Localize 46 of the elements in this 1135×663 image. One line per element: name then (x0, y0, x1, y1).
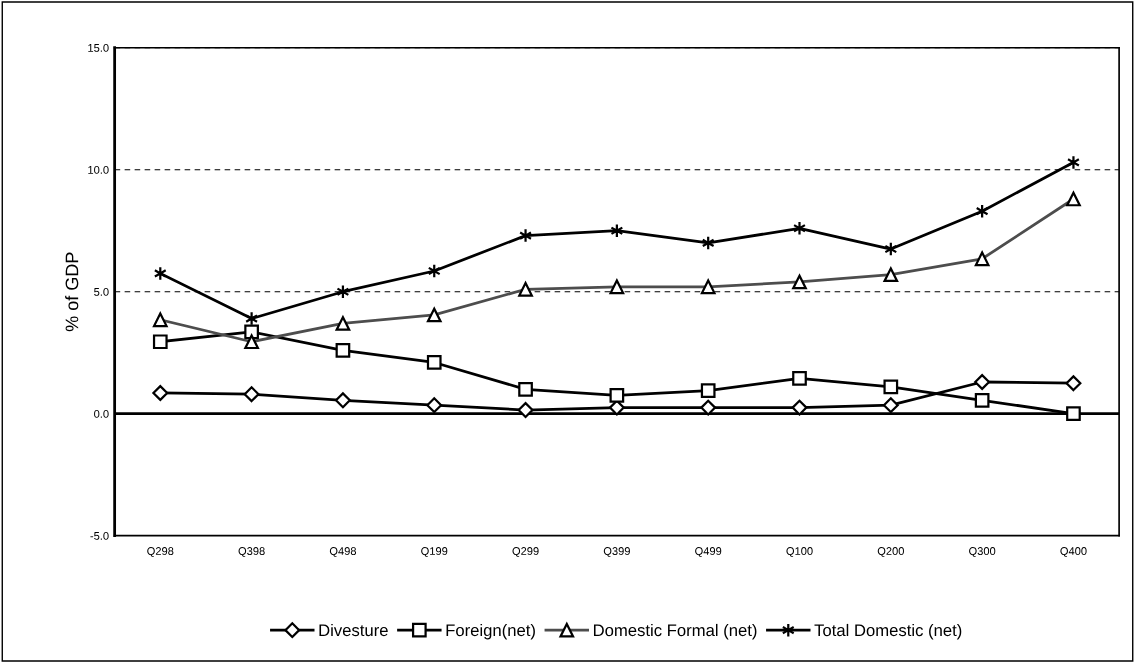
x-tick-label: Q200 (877, 547, 904, 557)
point (792, 370, 807, 386)
point (700, 399, 717, 416)
point (152, 334, 168, 350)
x-tick-label: Q498 (329, 547, 357, 557)
point (882, 397, 899, 414)
x-tick-label: Q400 (1060, 547, 1087, 557)
point (517, 402, 534, 419)
x-tick-label: Q299 (512, 547, 539, 557)
point (974, 374, 991, 390)
x-tick-label: Q100 (786, 547, 813, 557)
legend-label: Foreign(net) (446, 623, 535, 640)
legend-label: Divesture (319, 623, 388, 637)
y-tick-label: -5.0 (90, 531, 109, 540)
x-tick-label: Q298 (147, 547, 174, 557)
point (245, 311, 259, 326)
point (883, 379, 899, 395)
y-axis-title: % of GDP (65, 252, 79, 332)
legend-label: Total Domestic (net) (814, 623, 962, 640)
point (1066, 406, 1081, 422)
x-tick-label: Q398 (238, 547, 265, 557)
point (792, 220, 807, 236)
point (1065, 375, 1082, 392)
point (152, 384, 169, 401)
point (335, 342, 351, 358)
point (519, 228, 533, 243)
y-tick-label: 15.0 (88, 44, 109, 52)
x-tick-label: Q199 (421, 547, 448, 557)
x-tick-label: Q499 (695, 547, 722, 557)
y-tick-label: 10.0 (88, 166, 109, 174)
point (334, 392, 351, 409)
point (426, 355, 442, 370)
point (609, 388, 625, 403)
point (700, 383, 716, 398)
point (243, 386, 260, 403)
x-tick-label: Q300 (969, 547, 996, 557)
point (791, 399, 808, 416)
x-tick-label: Q399 (603, 547, 630, 557)
point (426, 397, 443, 414)
legend-label: Domestic Formal (net) (593, 623, 757, 640)
point (244, 324, 259, 340)
point (974, 392, 990, 408)
point (518, 381, 533, 397)
point (1066, 155, 1080, 170)
y-tick-label: 5.0 (94, 287, 109, 296)
y-tick-label: 0.0 (94, 409, 109, 418)
